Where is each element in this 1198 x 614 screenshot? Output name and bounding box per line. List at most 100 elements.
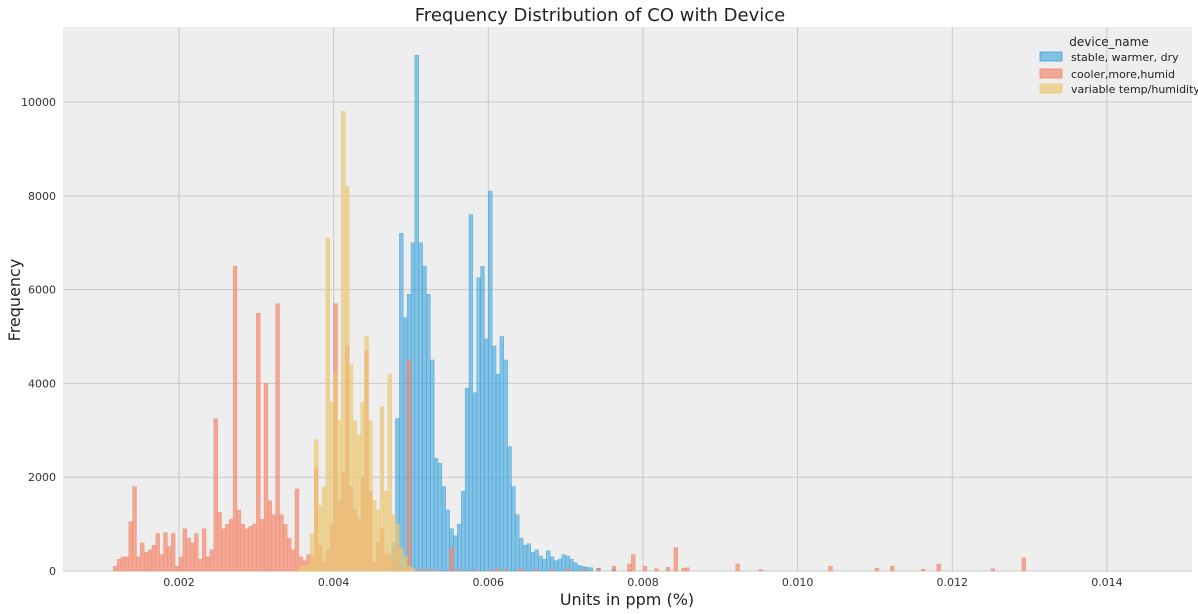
histogram-bar xyxy=(360,401,365,572)
histogram-bar xyxy=(217,512,222,572)
histogram-bar xyxy=(287,537,292,572)
histogram-bar xyxy=(433,569,439,572)
histogram-bar xyxy=(151,545,156,572)
y-tick-label: 4000 xyxy=(28,377,56,390)
histogram-bar xyxy=(549,569,555,572)
histogram-bar xyxy=(418,242,423,572)
histogram-bar xyxy=(426,569,431,572)
histogram-bar xyxy=(368,420,373,572)
histogram-bar xyxy=(329,401,334,572)
histogram-bar xyxy=(248,526,253,572)
y-tick-label: 10000 xyxy=(21,96,56,109)
histogram-bar xyxy=(337,420,342,572)
histogram-bar xyxy=(437,462,443,572)
histogram-bar xyxy=(422,265,427,572)
histogram-bar xyxy=(198,559,203,572)
histogram-bar xyxy=(453,535,458,572)
histogram-bar xyxy=(279,514,284,572)
histogram-bar xyxy=(190,542,195,572)
histogram-bar xyxy=(480,265,485,572)
histogram-bar xyxy=(263,383,269,572)
histogram-bar xyxy=(472,392,477,572)
histogram-bar xyxy=(464,387,470,572)
histogram-bar xyxy=(468,214,474,572)
histogram-bar xyxy=(364,336,369,572)
histogram-bar xyxy=(596,568,601,572)
legend: device_name stable, warmer, dry cooler,m… xyxy=(1039,35,1198,96)
histogram-bar xyxy=(577,565,582,572)
histogram-bar xyxy=(503,569,508,572)
histogram-bar xyxy=(232,265,238,572)
histogram-bar xyxy=(229,519,234,572)
legend-swatch-cooler xyxy=(1039,68,1063,79)
histogram-bar xyxy=(182,528,187,572)
histogram-bar xyxy=(124,556,129,572)
histogram-bar xyxy=(259,519,265,572)
histogram-bar xyxy=(333,373,338,572)
histogram-bar xyxy=(484,338,489,572)
histogram-bar xyxy=(495,373,501,572)
histogram-bar xyxy=(445,509,450,572)
histogram-bar xyxy=(167,546,172,572)
legend-label-cooler: cooler,more,humid xyxy=(1071,68,1175,81)
histogram-bar xyxy=(449,547,454,572)
x-tick-label: 0.002 xyxy=(163,576,195,589)
histogram-bar xyxy=(472,569,477,572)
histogram-bar xyxy=(936,563,941,572)
histogram-bar xyxy=(186,537,191,572)
histogram-bar xyxy=(611,566,617,572)
histogram-bar xyxy=(534,549,539,572)
histogram-bar xyxy=(758,569,764,572)
histogram-bar xyxy=(372,500,377,572)
histogram-bar xyxy=(348,364,354,572)
x-tick-label: 0.006 xyxy=(473,576,505,589)
histogram-bar xyxy=(488,569,493,572)
histogram-bar xyxy=(275,303,280,572)
histogram-bar xyxy=(132,486,137,572)
histogram-bar xyxy=(654,568,659,572)
histogram-bar xyxy=(418,568,423,572)
histogram-bar xyxy=(194,533,199,572)
histogram-bar xyxy=(321,486,327,572)
histogram-bar xyxy=(990,568,996,572)
x-axis-ticks: 0.002 0.004 0.006 0.008 0.010 0.012 0.014 xyxy=(163,576,1122,589)
histogram-bar xyxy=(209,549,214,572)
histogram-bar xyxy=(461,491,466,572)
histogram-bar xyxy=(140,542,145,572)
histogram-bar xyxy=(542,559,547,572)
histogram-bar xyxy=(205,556,211,572)
histogram-bar xyxy=(414,54,419,572)
histogram-bar xyxy=(128,521,133,572)
x-tick-label: 0.010 xyxy=(782,576,814,589)
histogram-bar xyxy=(290,549,296,572)
y-tick-label: 2000 xyxy=(28,471,56,484)
histogram-bar xyxy=(457,523,462,572)
histogram-bar xyxy=(569,559,574,572)
histogram-bar xyxy=(584,567,590,572)
histogram-bar xyxy=(627,563,632,572)
histogram-bar xyxy=(828,566,833,572)
histogram-bar xyxy=(221,528,226,572)
histogram-bar xyxy=(681,567,686,572)
histogram-bar xyxy=(171,533,176,572)
histogram-bar xyxy=(433,458,439,572)
histogram-bar xyxy=(178,556,184,572)
histogram-bar xyxy=(735,563,740,572)
x-tick-label: 0.014 xyxy=(1091,576,1123,589)
histogram-bar xyxy=(534,569,539,572)
histogram-bar xyxy=(352,420,358,572)
histogram-bar xyxy=(561,554,566,572)
histogram-bar xyxy=(403,556,408,572)
y-axis-label: Frequency xyxy=(5,259,24,342)
x-tick-label: 0.004 xyxy=(318,576,350,589)
histogram-bar xyxy=(511,486,516,572)
histogram-bar xyxy=(213,418,218,572)
histogram-bar xyxy=(294,488,300,572)
histogram-bar xyxy=(225,523,230,572)
histogram-bar xyxy=(546,550,551,572)
series-2-bars xyxy=(298,111,416,572)
histogram-bar xyxy=(588,567,593,572)
plot-background xyxy=(63,27,1192,571)
histogram-bar xyxy=(406,359,412,572)
